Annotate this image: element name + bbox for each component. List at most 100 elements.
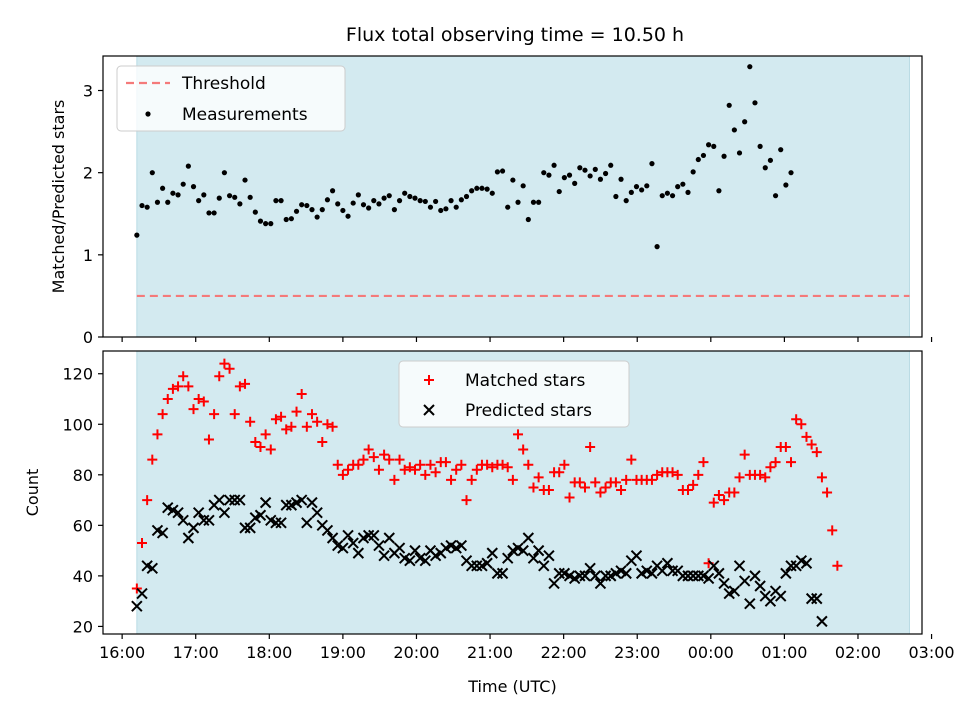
measurement-point	[551, 162, 557, 168]
measurement-point	[335, 201, 341, 207]
predicted-point	[543, 549, 555, 562]
predicted-point	[594, 577, 607, 590]
measurement-point	[190, 184, 197, 190]
measurement-point	[778, 147, 784, 153]
matched-point	[816, 472, 827, 483]
measurement-point	[484, 186, 490, 192]
matched-point	[178, 371, 189, 382]
matched-point	[183, 381, 194, 392]
measurement-point	[237, 201, 243, 207]
matched-point	[147, 454, 158, 465]
measurement-point	[742, 119, 748, 125]
measurement-point	[433, 198, 439, 205]
predicted-point	[785, 560, 797, 572]
y-tick-label: 60	[73, 516, 93, 535]
matched-point	[332, 459, 343, 470]
measurement-point	[309, 207, 315, 213]
matched-point	[301, 421, 312, 432]
measurement-point	[494, 169, 501, 175]
predicted-point	[223, 494, 236, 506]
legend-threshold-label: Threshold	[181, 74, 266, 94]
legend: Matched stars Predicted stars	[398, 360, 630, 428]
matched-point	[719, 495, 730, 506]
x-tick-label: 02:00	[835, 643, 881, 662]
matched-point	[368, 452, 379, 463]
predicted-point	[599, 570, 612, 582]
matched-point	[688, 479, 699, 490]
measurement-point	[762, 165, 768, 171]
measurement-point	[314, 214, 320, 220]
matched-point	[796, 419, 807, 430]
matched-point	[353, 459, 364, 470]
predicted-point	[754, 580, 766, 592]
measurement-point	[520, 183, 526, 189]
predicted-point	[455, 539, 468, 552]
predicted-point	[409, 544, 421, 557]
predicted-point	[321, 524, 334, 537]
matched-point	[579, 482, 590, 493]
predicted-point	[471, 560, 483, 572]
legend-predicted-swatch	[423, 404, 435, 416]
measurement-point	[242, 177, 248, 183]
matched-point	[456, 459, 467, 470]
matched-point	[523, 459, 534, 470]
matched-point	[595, 487, 606, 498]
x-tick-label: 00:00	[688, 643, 734, 662]
matched-point	[404, 462, 415, 473]
measurement-point	[381, 195, 387, 201]
measurement-point	[597, 176, 604, 182]
measurement-point	[572, 180, 578, 186]
measurement-point	[391, 207, 397, 213]
measurement-point	[726, 102, 732, 108]
measurement-point	[613, 193, 619, 200]
matched-point	[451, 464, 462, 475]
predicted-point	[816, 615, 828, 628]
predicted-point	[687, 570, 699, 582]
measurement-point	[443, 206, 449, 212]
axes-frame	[102, 55, 923, 338]
predicted-point	[744, 597, 756, 610]
y-tick-label: 40	[73, 567, 93, 586]
matched-point	[415, 459, 426, 470]
predicted-point	[532, 544, 545, 557]
predicted-point	[692, 570, 705, 582]
matched-point	[317, 436, 328, 447]
measurement-point	[263, 221, 269, 227]
predicted-point	[182, 532, 195, 544]
measurement-point	[463, 193, 470, 200]
predicted-point	[811, 592, 823, 605]
matched-point	[533, 472, 544, 483]
predicted-point	[136, 587, 148, 600]
measurement-point	[340, 207, 346, 214]
measurement-point	[252, 209, 258, 215]
matched-point	[791, 414, 802, 425]
matched-point	[203, 434, 214, 445]
measurement-point	[438, 207, 444, 214]
predicted-stars-series	[131, 494, 828, 628]
measurement-point	[669, 193, 676, 199]
predicted-point	[275, 517, 287, 529]
measurement-point	[371, 198, 377, 204]
measurement-point	[628, 189, 634, 195]
predicted-point	[780, 567, 792, 580]
matched-point	[188, 404, 199, 415]
predicted-point	[192, 507, 205, 519]
matched-point	[487, 462, 498, 473]
measurement-point	[345, 213, 351, 219]
predicted-point	[326, 532, 339, 544]
y-tick-label: 120	[62, 365, 93, 384]
measurement-point	[180, 181, 186, 187]
axes-frame	[102, 350, 923, 635]
predicted-point	[347, 537, 359, 549]
matched-point	[337, 469, 348, 480]
legend-matched-swatch	[424, 375, 434, 385]
measurement-point	[165, 199, 171, 205]
measurements-series	[134, 64, 794, 250]
legend-predicted-label: Predicted stars	[465, 401, 592, 421]
measurement-point	[257, 218, 264, 224]
matched-point	[713, 490, 724, 501]
predicted-point	[383, 532, 395, 544]
matched-point	[755, 469, 766, 480]
predicted-point	[502, 552, 514, 564]
